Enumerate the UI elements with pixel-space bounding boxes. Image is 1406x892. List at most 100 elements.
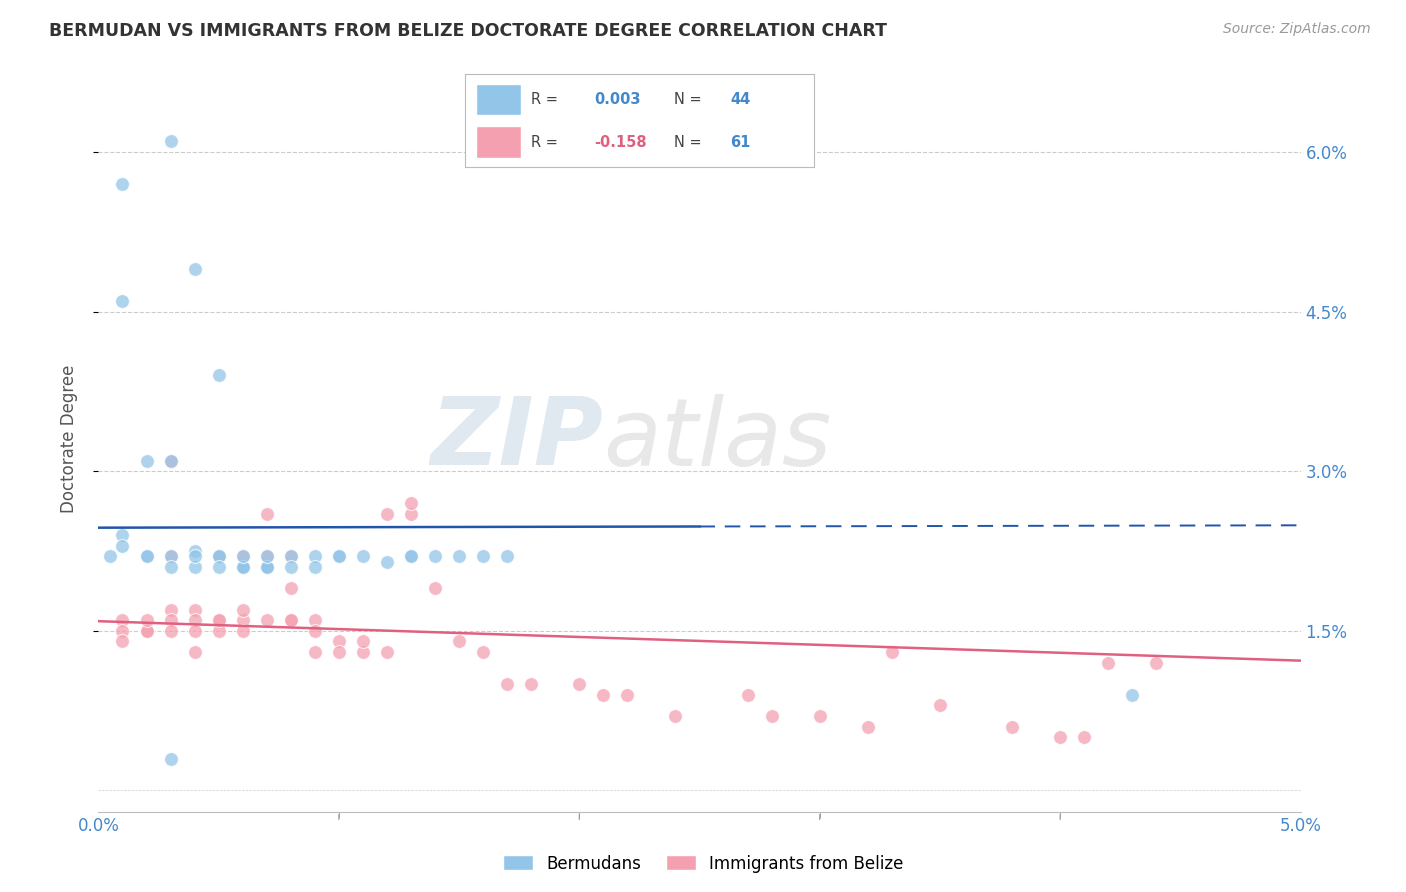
Point — [737, 688, 759, 702]
Point — [280, 560, 302, 574]
Point — [256, 549, 278, 564]
Point — [280, 613, 302, 627]
Point — [280, 582, 302, 596]
Point — [256, 507, 278, 521]
Point — [111, 293, 134, 308]
Point — [100, 549, 122, 564]
Point — [616, 688, 638, 702]
Point — [856, 720, 879, 734]
Point — [1001, 720, 1024, 734]
Point — [328, 645, 350, 659]
Point — [304, 560, 326, 574]
Point — [183, 645, 205, 659]
Y-axis label: Doctorate Degree: Doctorate Degree — [59, 365, 77, 514]
Point — [135, 549, 157, 564]
Point — [399, 507, 422, 521]
Point — [808, 709, 831, 723]
Point — [232, 602, 254, 616]
Point — [929, 698, 952, 713]
Point — [111, 177, 134, 191]
Point — [208, 560, 231, 574]
Point — [159, 560, 181, 574]
Point — [520, 677, 543, 691]
Point — [208, 368, 231, 383]
Point — [208, 549, 231, 564]
Point — [1121, 688, 1143, 702]
Point — [352, 645, 374, 659]
Point — [375, 645, 398, 659]
Point — [135, 549, 157, 564]
Point — [159, 751, 181, 765]
Point — [232, 560, 254, 574]
Text: atlas: atlas — [603, 393, 831, 485]
Point — [472, 549, 495, 564]
Point — [183, 560, 205, 574]
Point — [399, 549, 422, 564]
Point — [111, 528, 134, 542]
Point — [159, 624, 181, 638]
Point — [568, 677, 591, 691]
Point — [304, 613, 326, 627]
Point — [232, 613, 254, 627]
Text: Source: ZipAtlas.com: Source: ZipAtlas.com — [1223, 22, 1371, 37]
Point — [232, 560, 254, 574]
Point — [352, 549, 374, 564]
Point — [472, 645, 495, 659]
Point — [447, 549, 470, 564]
Point — [159, 602, 181, 616]
Point — [208, 549, 231, 564]
Point — [135, 453, 157, 467]
Point — [375, 555, 398, 569]
Point — [135, 624, 157, 638]
Point — [328, 549, 350, 564]
Point — [232, 624, 254, 638]
Point — [1073, 730, 1095, 744]
Point — [159, 453, 181, 467]
Point — [423, 549, 446, 564]
Point — [496, 677, 519, 691]
Point — [208, 613, 231, 627]
Point — [280, 613, 302, 627]
Point — [256, 613, 278, 627]
Point — [135, 613, 157, 627]
Point — [1144, 656, 1167, 670]
Point — [183, 549, 205, 564]
Point — [232, 549, 254, 564]
Point — [664, 709, 686, 723]
Point — [183, 602, 205, 616]
Point — [208, 613, 231, 627]
Point — [183, 544, 205, 558]
Point — [761, 709, 783, 723]
Point — [256, 560, 278, 574]
Point — [159, 549, 181, 564]
Point — [183, 624, 205, 638]
Legend: Bermudans, Immigrants from Belize: Bermudans, Immigrants from Belize — [496, 848, 910, 880]
Point — [399, 496, 422, 510]
Point — [183, 613, 205, 627]
Point — [1049, 730, 1071, 744]
Point — [375, 507, 398, 521]
Point — [1097, 656, 1119, 670]
Point — [232, 560, 254, 574]
Point — [447, 634, 470, 648]
Text: BERMUDAN VS IMMIGRANTS FROM BELIZE DOCTORATE DEGREE CORRELATION CHART: BERMUDAN VS IMMIGRANTS FROM BELIZE DOCTO… — [49, 22, 887, 40]
Point — [256, 560, 278, 574]
Point — [328, 549, 350, 564]
Point — [399, 549, 422, 564]
Point — [111, 634, 134, 648]
Point — [232, 549, 254, 564]
Point — [592, 688, 614, 702]
Point — [280, 549, 302, 564]
Point — [304, 624, 326, 638]
Point — [880, 645, 903, 659]
Point — [208, 624, 231, 638]
Point — [496, 549, 519, 564]
Point — [111, 624, 134, 638]
Point — [280, 549, 302, 564]
Point — [159, 549, 181, 564]
Point — [159, 453, 181, 467]
Text: ZIP: ZIP — [430, 393, 603, 485]
Point — [256, 549, 278, 564]
Point — [304, 645, 326, 659]
Point — [111, 539, 134, 553]
